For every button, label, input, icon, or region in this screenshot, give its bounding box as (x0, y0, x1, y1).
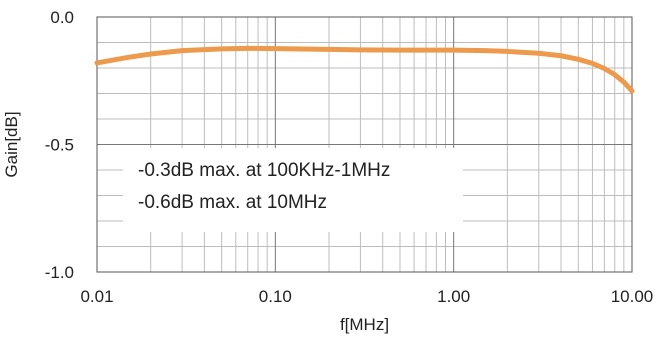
plot-frame (96, 16, 633, 273)
x-axis-label: f[MHz] (340, 315, 389, 334)
annotation-box (123, 148, 463, 232)
x-tick-label: 0.10 (259, 287, 292, 306)
annotation-line-1: -0.3dB max. at 100KHz-1MHz (138, 160, 390, 181)
y-tick-label: -1.0 (45, 263, 74, 282)
y-tick-label: 0.0 (50, 8, 74, 27)
y-tick-labels: 0.0 -0.5 -1.0 (45, 8, 74, 282)
x-tick-labels: 0.01 0.10 1.00 10.00 (80, 287, 653, 306)
x-tick-label: 0.01 (80, 287, 113, 306)
annotation-line-2: -0.6dB max. at 10MHz (138, 192, 327, 213)
gain-series-line (94, 45, 635, 94)
y-axis-label: Gain[dB] (2, 111, 21, 177)
y-tick-label: -0.5 (45, 136, 74, 155)
x-tick-label: 10.00 (611, 287, 654, 306)
x-tick-label: 1.00 (437, 287, 470, 306)
